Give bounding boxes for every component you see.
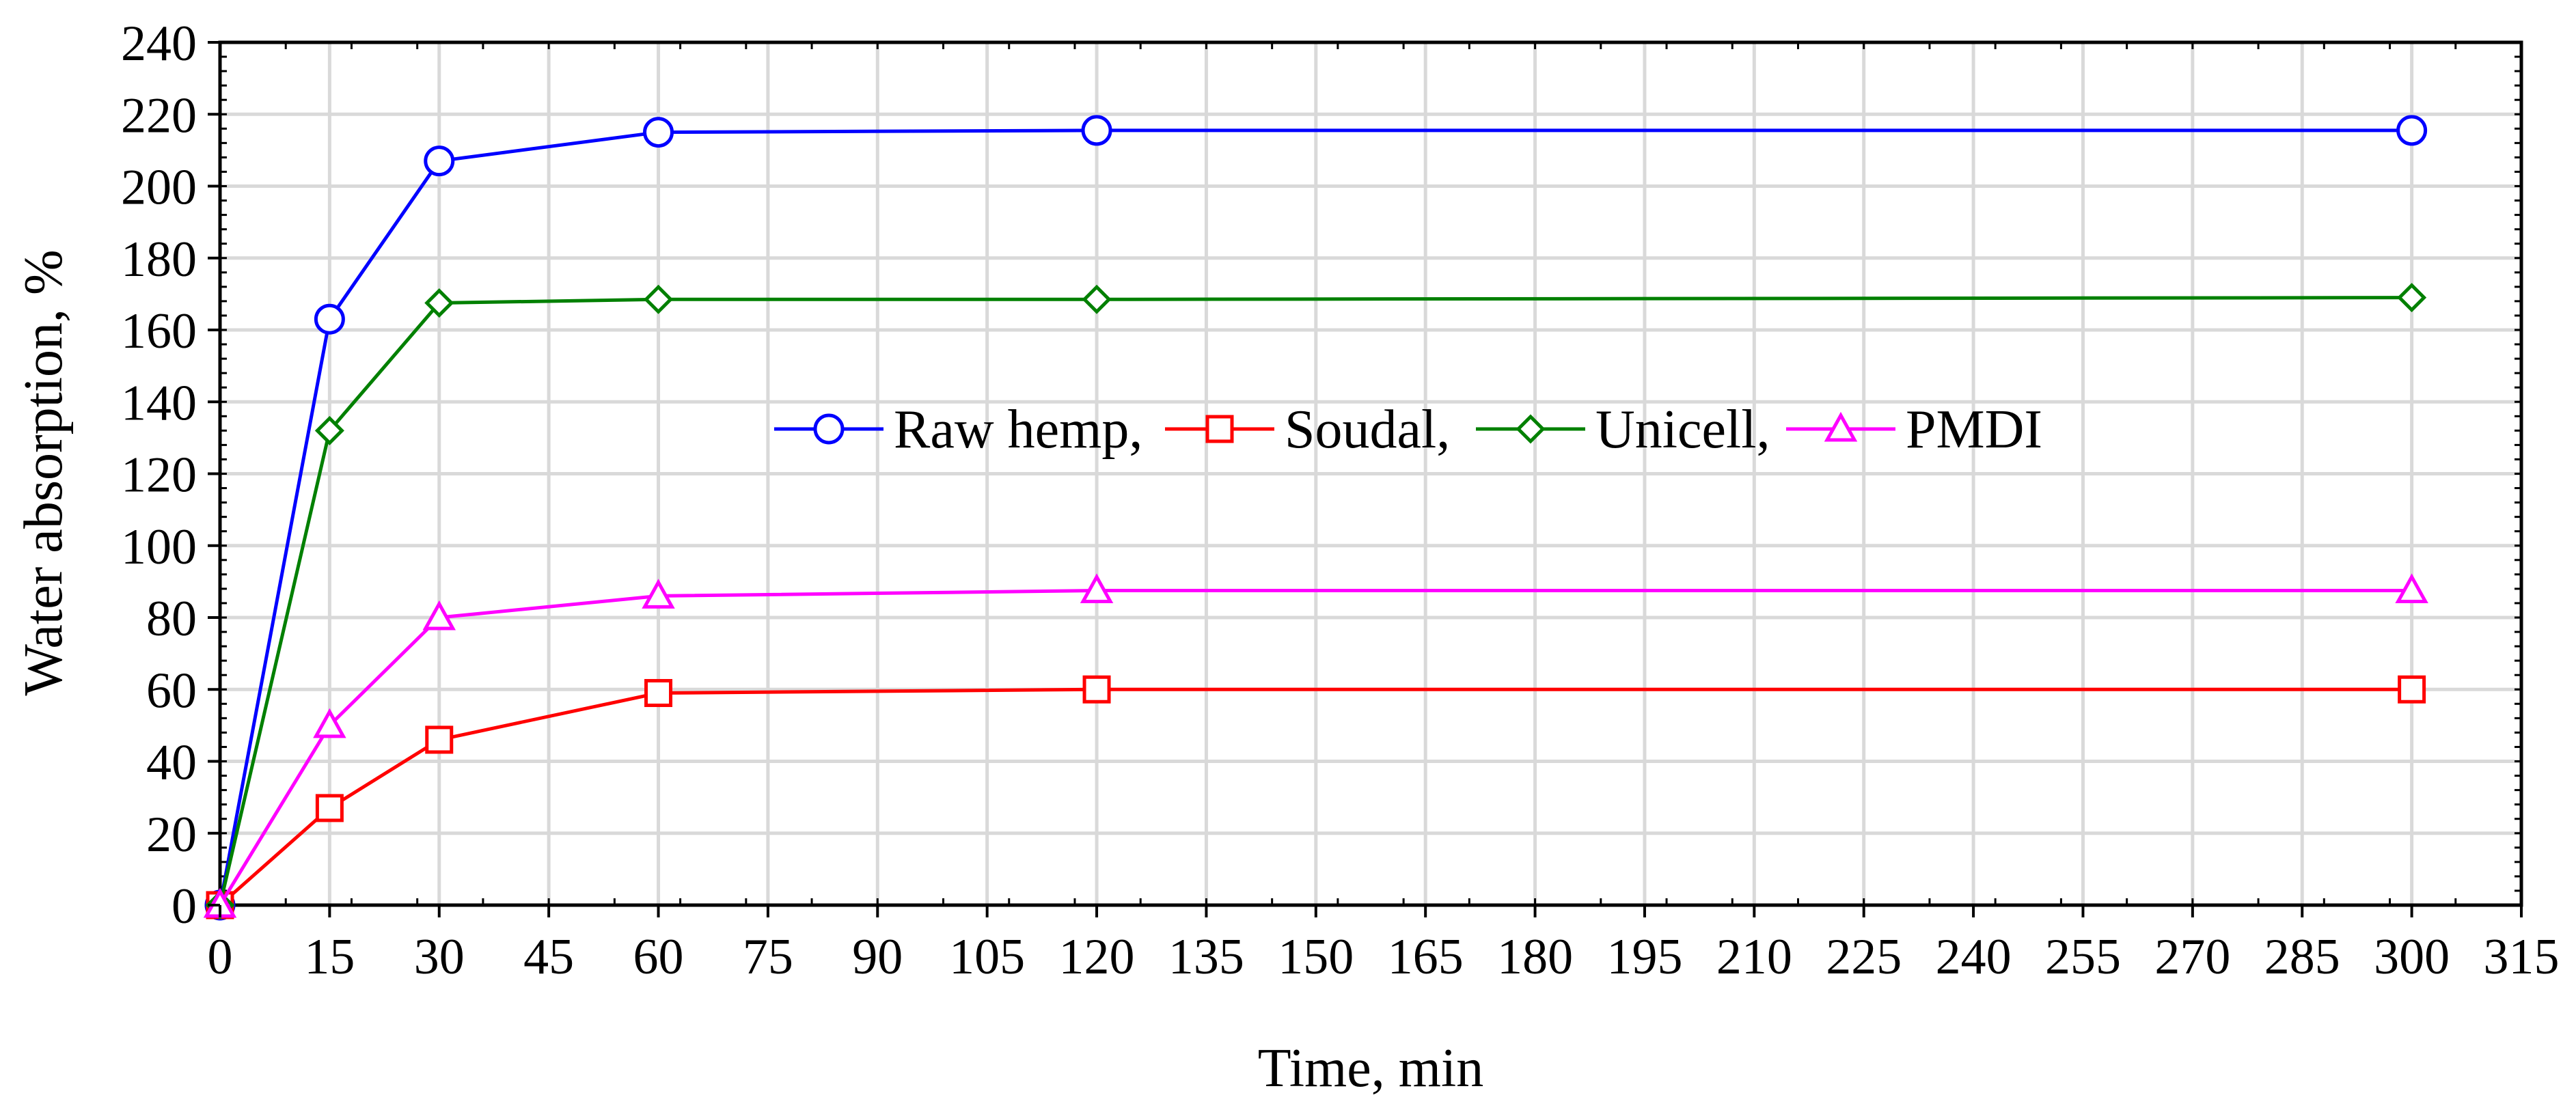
data-point-raw-hemp [424,146,455,177]
legend-label: Soudal, [1285,400,1450,460]
data-point-soudal [1082,675,1111,704]
legend-item-soudal: Soudal, [1165,400,1450,460]
x-tick-label: 90 [852,929,903,985]
x-tick-label: 120 [1059,929,1135,985]
data-point-soudal [425,725,454,754]
data-point-unicell [1082,284,1112,314]
x-tick-label: 165 [1388,929,1464,985]
data-point-unicell [424,288,454,318]
data-point-pmdi [642,579,675,609]
axis-ticks: 0 15 30 45 60 75 90 105 120 135 150 165 180 195 210 225… [121,16,2560,985]
legend-marker [813,413,845,445]
y-tick-label: 0 [172,878,197,934]
legend-marker [1824,411,1858,442]
series-line-unicell [218,296,2412,906]
data-point-raw-hemp [643,117,674,148]
data-point-raw-hemp [1081,115,1112,146]
y-tick-label: 60 [146,663,197,719]
x-tick-label: 135 [1168,929,1244,985]
x-axis-title: Time, min [1258,1038,1483,1098]
x-tick-label: 210 [1716,929,1792,985]
y-tick-label: 40 [146,735,197,791]
x-tick-label: 105 [949,929,1025,985]
data-point-raw-hemp [314,303,345,335]
x-tick-label: 300 [2374,929,2450,985]
y-tick-label: 120 [121,447,197,503]
legend-marker [1516,414,1546,444]
y-tick-label: 200 [121,160,197,216]
y-axis-title: Water absorption, % [14,249,74,695]
legend-item-raw-hemp: Raw hemp, [774,400,1142,460]
data-point-soudal [644,679,673,708]
y-tick-label: 220 [121,87,197,143]
data-point-pmdi [1080,573,1114,604]
x-tick-label: 30 [414,929,465,985]
y-tick-label: 100 [121,519,197,575]
series-line-pmdi [218,589,2412,906]
legend-item-pmdi: PMDI [1786,400,2042,460]
x-tick-label: 180 [1497,929,1573,985]
y-tick-label: 160 [121,303,197,359]
legend-marker [1205,415,1234,443]
y-tick-label: 20 [146,807,197,863]
x-tick-label: 285 [2264,929,2340,985]
x-tick-label: 195 [1606,929,1682,985]
x-tick-label: 315 [2484,929,2560,985]
y-tick-label: 240 [121,16,197,72]
x-tick-label: 45 [523,929,574,985]
x-tick-label: 75 [743,929,793,985]
x-tick-label: 270 [2154,929,2230,985]
legend: Raw hemp, Soudal, Unicell, PMDI [774,400,2042,460]
y-tick-label: 80 [146,591,197,647]
data-point-pmdi [2395,573,2428,604]
data-point-unicell [643,284,674,314]
legend-label: Raw hemp, [894,400,1142,460]
x-tick-label: 150 [1278,929,1354,985]
x-tick-label: 225 [1826,929,1902,985]
data-point-unicell [314,415,344,445]
series-line-raw-hemp [218,128,2412,906]
x-tick-label: 255 [2045,929,2121,985]
x-tick-label: 240 [1936,929,2012,985]
data-point-raw-hemp [2396,115,2428,146]
data-point-soudal [2398,675,2426,704]
data-point-unicell [2397,283,2427,313]
y-tick-label: 180 [121,232,197,288]
data-point-pmdi [422,600,456,631]
legend-label: PMDI [1906,400,2042,460]
x-tick-label: 0 [208,929,233,985]
data-point-pmdi [313,708,346,738]
x-tick-label: 15 [304,929,355,985]
x-tick-label: 60 [633,929,684,985]
y-tick-label: 140 [121,375,197,431]
series-line-soudal [219,687,2412,906]
grid [220,42,2521,905]
data-point-soudal [315,794,344,822]
legend-label: Unicell, [1595,400,1770,460]
legend-item-unicell: Unicell, [1476,400,1770,460]
